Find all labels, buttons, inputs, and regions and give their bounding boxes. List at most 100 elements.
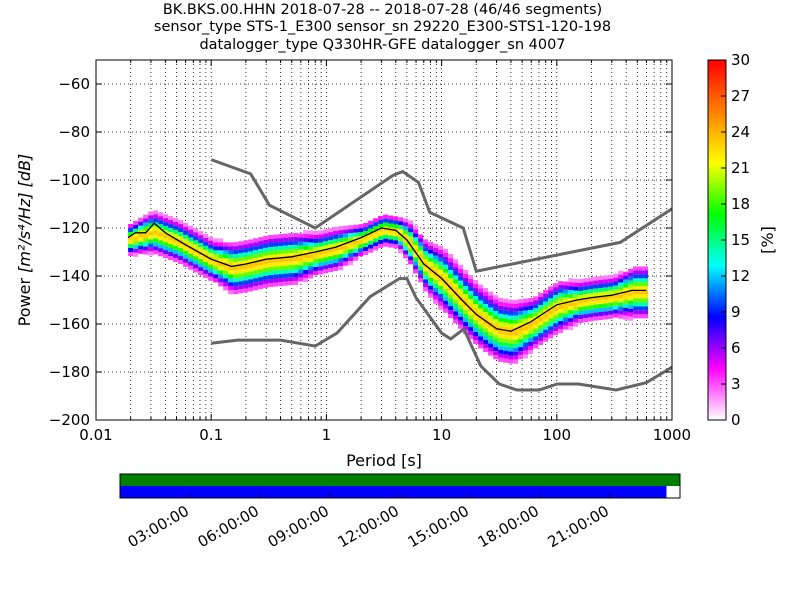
heatmap-cell: [268, 247, 274, 252]
heatmap-cell: [303, 265, 309, 270]
heatmap-cell: [538, 325, 544, 330]
heatmap-cell: [493, 311, 499, 316]
heatmap-cell: [563, 313, 569, 318]
heatmap-cell: [638, 306, 644, 311]
heatmap-cell: [468, 287, 474, 292]
heatmap-cell: [638, 310, 644, 315]
heatmap-cell: [553, 283, 559, 288]
heatmap-cell: [598, 288, 604, 293]
y-axis-label-units: [m²/s⁴/Hz] [dB]: [15, 154, 34, 273]
heatmap-cell: [268, 235, 274, 240]
heatmap-cell: [458, 320, 464, 325]
heatmap-cell: [633, 286, 639, 291]
heatmap-cell: [383, 222, 389, 227]
heatmap-cell: [533, 336, 539, 341]
heatmap-cell: [448, 282, 454, 287]
heatmap-cell: [173, 229, 179, 234]
heatmap-cell: [578, 303, 584, 308]
heatmap-cell: [538, 309, 544, 314]
heatmap-cell: [248, 275, 254, 280]
heatmap-cell: [308, 238, 314, 243]
heatmap-cell: [443, 288, 449, 293]
heatmap-cell: [523, 318, 529, 323]
heatmap-cell: [343, 233, 349, 238]
heatmap-cell: [543, 317, 549, 322]
heatmap-cell: [423, 271, 429, 276]
nlnm-curve: [211, 277, 672, 392]
heatmap-cell: [463, 322, 469, 327]
x-tick-label: 1: [322, 426, 332, 444]
heatmap-cell: [378, 239, 384, 244]
heatmap-cell: [228, 250, 234, 255]
heatmap-cell: [508, 347, 514, 352]
heatmap-cell: [328, 256, 334, 261]
heatmap-cell: [563, 305, 569, 310]
heatmap-cell: [433, 279, 439, 284]
heatmap-cell: [223, 246, 229, 251]
heatmap-cell: [318, 266, 324, 271]
heatmap-cell: [483, 300, 489, 305]
heatmap-cell: [168, 224, 174, 229]
heatmap-cell: [373, 218, 379, 223]
x-tick-label: 0.01: [79, 426, 112, 444]
heatmap-cell: [548, 318, 554, 323]
heatmap-cell: [158, 228, 164, 233]
heatmap-cell: [263, 247, 269, 252]
heatmap-cell: [293, 236, 299, 241]
heatmap-cell: [313, 242, 319, 247]
heatmap-cell: [598, 304, 604, 309]
x-axis-label: Period [s]: [346, 451, 422, 470]
colorbar: 0 3 6 9 12 15 18 21 24 27 30 [%]: [707, 51, 777, 429]
heatmap-cell: [568, 326, 574, 331]
heatmap-cell: [448, 262, 454, 267]
heatmap-cell: [578, 307, 584, 312]
heatmap-cell: [533, 300, 539, 305]
heatmap-cell: [243, 280, 249, 285]
heatmap-cell: [308, 246, 314, 251]
heatmap-cell: [458, 308, 464, 313]
heatmap-cell: [233, 266, 239, 271]
heatmap-cell: [223, 286, 229, 291]
heatmap-cell: [563, 281, 569, 286]
heatmap-cell: [328, 228, 334, 233]
heatmap-cell: [423, 247, 429, 252]
heatmap-cell: [233, 286, 239, 291]
heatmap-cell: [268, 239, 274, 244]
heatmap-cell: [288, 233, 294, 238]
heatmap-cell: [458, 312, 464, 317]
heatmap-cell: [553, 319, 559, 324]
heatmap-cell: [153, 214, 159, 219]
heatmap-cell: [363, 251, 369, 256]
heatmap-cell: [638, 270, 644, 275]
heatmap-cell: [283, 233, 289, 238]
heatmap-cell: [548, 326, 554, 331]
heatmap-cell: [338, 246, 344, 251]
heatmap-cell: [463, 326, 469, 331]
heatmap-cell: [338, 254, 344, 259]
heatmap-cell: [293, 252, 299, 257]
heatmap-cell: [313, 258, 319, 263]
timeline-tick-label: 15:00:00: [405, 502, 472, 551]
heatmap-cell: [303, 261, 309, 266]
heatmap-cell: [218, 266, 224, 271]
heatmap-cell: [313, 266, 319, 271]
heatmap-cell: [473, 292, 479, 297]
heatmap-cell: [138, 241, 144, 246]
heatmap-cell: [128, 244, 134, 248]
timeline-tick-label: 03:00:00: [125, 502, 192, 551]
heatmap-cell: [393, 216, 399, 221]
heatmap-cell: [558, 320, 564, 325]
heatmap-cell: [198, 243, 204, 248]
heatmap-cell: [593, 284, 599, 289]
heatmap-cell: [308, 234, 314, 239]
heatmap-cell: [463, 274, 469, 279]
heatmap-cell: [643, 278, 649, 283]
heatmap-cell: [613, 297, 619, 302]
heatmap-cell: [163, 254, 169, 259]
heatmap-cell: [248, 259, 254, 264]
heatmap-cell: [498, 345, 504, 350]
heatmap-cell: [228, 258, 234, 263]
heatmap-cell: [208, 276, 214, 281]
heatmap-cell: [473, 332, 479, 337]
heatmap-cell: [183, 246, 189, 251]
